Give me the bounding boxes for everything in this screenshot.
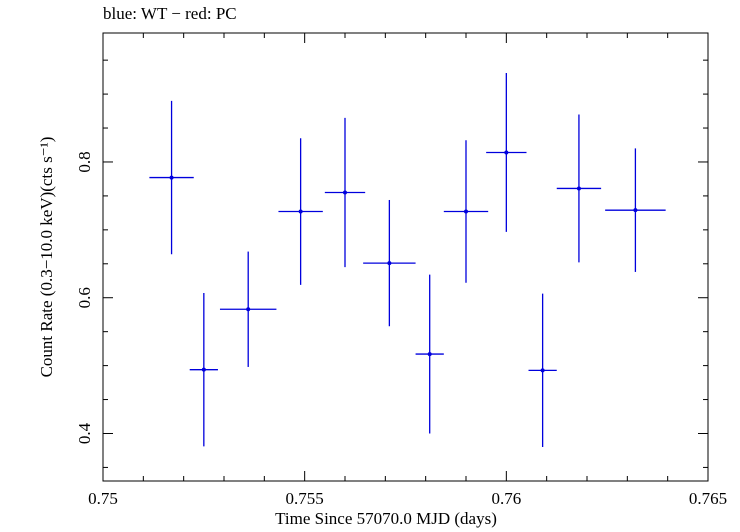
data-point bbox=[219, 251, 277, 367]
data-marker bbox=[504, 150, 509, 155]
data-marker bbox=[246, 307, 251, 312]
data-marker bbox=[540, 368, 545, 373]
y-tick-label: 0.4 bbox=[75, 422, 94, 444]
plot-frame bbox=[102, 32, 709, 482]
x-axis-label: Time Since 57070.0 MJD (days) bbox=[275, 509, 497, 528]
x-tick-label: 0.755 bbox=[286, 489, 324, 508]
data-marker bbox=[464, 209, 468, 214]
data-point bbox=[149, 100, 194, 255]
data-point bbox=[605, 148, 666, 272]
x-tick-label: 0.765 bbox=[689, 489, 727, 508]
data-point bbox=[363, 199, 416, 327]
y-axis-label: Count Rate (0.3−10.0 keV)(cts s⁻¹) bbox=[37, 137, 56, 378]
y-tick-label: 0.8 bbox=[75, 151, 94, 172]
data-point bbox=[486, 73, 527, 232]
data-marker bbox=[169, 175, 174, 180]
chart-title: blue: WT − red: PC bbox=[103, 4, 237, 23]
data-marker bbox=[343, 190, 347, 195]
data-marker bbox=[201, 367, 206, 372]
y-tick-label: 0.6 bbox=[75, 287, 94, 308]
x-tick-label: 0.75 bbox=[88, 489, 118, 508]
data-point bbox=[415, 274, 444, 434]
data-point bbox=[324, 117, 366, 268]
data-point bbox=[278, 138, 323, 285]
data-marker bbox=[633, 208, 638, 213]
data-point bbox=[443, 140, 489, 283]
data-marker bbox=[427, 352, 432, 357]
data-point bbox=[556, 114, 602, 263]
data-marker bbox=[387, 261, 392, 266]
data-point bbox=[189, 292, 218, 447]
x-tick-label: 0.76 bbox=[491, 489, 521, 508]
data-marker bbox=[576, 186, 581, 191]
data-point bbox=[528, 293, 557, 448]
data-marker bbox=[298, 209, 303, 214]
